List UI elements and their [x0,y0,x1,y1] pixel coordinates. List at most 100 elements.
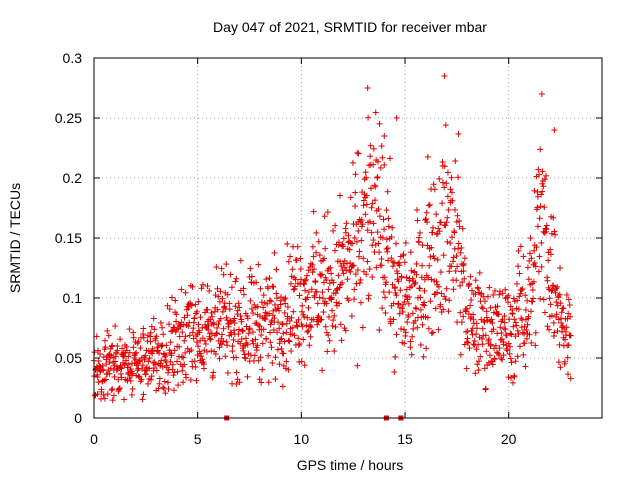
data-point [414,324,421,331]
data-point [349,262,356,269]
data-point [206,335,213,342]
data-point [109,342,116,349]
data-point [465,310,472,317]
data-point [332,222,339,229]
data-point [395,278,402,285]
data-point [101,395,108,402]
data-point [393,292,400,299]
data-point [473,331,480,338]
data-point [168,294,175,301]
data-point [157,360,164,367]
data-point [216,298,223,305]
data-point [536,253,543,260]
data-point [435,283,442,290]
data-point [456,217,463,224]
data-point [207,336,214,343]
data-point [180,321,187,328]
data-point [378,262,385,269]
data-point [235,330,242,337]
data-point [416,229,423,236]
data-point [379,154,386,161]
data-point [345,297,352,304]
data-point [475,358,482,365]
data-point [437,269,444,276]
data-point [253,347,260,354]
data-point [316,252,323,259]
data-point [538,191,545,198]
data-point [140,330,147,337]
data-point [153,333,160,340]
data-point [466,345,473,352]
data-point [384,248,391,255]
data-point [372,183,379,190]
data-point [446,268,453,275]
data-point [332,290,339,297]
data-point [301,362,308,369]
data-point [213,264,220,271]
data-point [514,327,521,334]
data-point [376,120,383,127]
data-point [166,321,173,328]
data-point [172,297,179,304]
data-point [470,341,477,348]
data-point [556,291,563,298]
data-point [308,286,315,293]
data-point [300,280,307,287]
data-point [147,338,154,345]
data-point [343,220,350,227]
data-point [363,192,370,199]
data-point [303,276,310,283]
data-point [407,338,414,345]
data-point [353,238,360,245]
data-point [298,358,305,365]
data-point [429,229,436,236]
data-point [530,278,537,285]
data-point [325,313,332,320]
data-point [367,218,374,225]
axes: 0 0.05 0.1 0.15 0.2 0.25 0.3 0 5 10 15 20 [55,50,603,447]
data-point [392,284,399,291]
data-point [305,267,312,274]
data-point [500,352,507,359]
data-point [379,234,386,241]
data-point [567,332,574,339]
data-point [322,323,329,330]
data-point [94,373,101,380]
data-point [495,350,502,357]
data-point [474,361,481,368]
x-tick-label: 5 [194,431,202,447]
data-point [546,326,553,333]
data-point [512,358,519,365]
data-point [536,171,543,178]
data-point [284,303,291,310]
data-point [460,268,467,275]
data-point [173,326,180,333]
data-point [455,245,462,252]
data-point [527,235,534,242]
data-point [203,348,210,355]
data-point [188,347,195,354]
data-point [128,391,135,398]
data-point [383,207,390,214]
data-point [171,369,178,376]
data-point [166,347,173,354]
data-point [549,282,556,289]
data-point [317,272,324,279]
data-point [318,316,325,323]
data-point [323,329,330,336]
y-tick-label: 0.15 [55,230,82,246]
data-point [395,260,402,267]
data-point [332,323,339,330]
data-point [304,328,311,335]
data-point [467,273,474,280]
data-point [238,318,245,325]
data-point [534,223,541,230]
data-point [475,367,482,374]
data-point [276,361,283,368]
data-point [547,251,554,258]
data-point [433,211,440,218]
data-point [204,306,211,313]
data-point [439,200,446,207]
data-point [463,338,470,345]
data-point [247,265,254,272]
